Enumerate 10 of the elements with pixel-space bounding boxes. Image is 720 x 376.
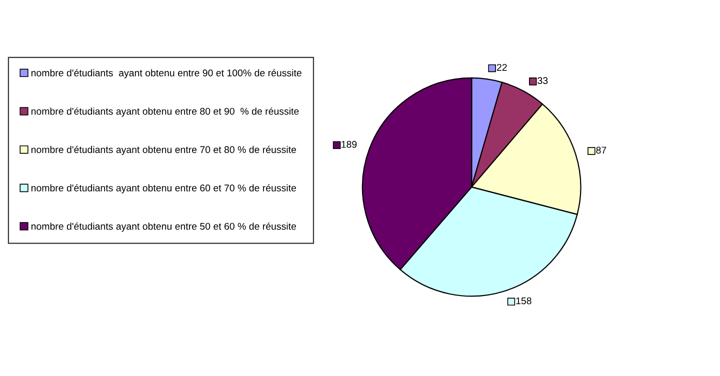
legend-label: nombre d'étudiants ayant obtenu entre 50 et 60 % de réussite xyxy=(31,222,296,232)
data-label: 87 xyxy=(596,146,606,154)
legend-label: nombre d'étudiants ayant obtenu entre 70 et 80 % de réussite xyxy=(31,146,296,155)
legend-label: nombre d'étudiants ayant obtenu entre 80 et 90 % de réussite xyxy=(31,107,299,117)
legend-label: nombre d'étudiants ayant obtenu entre 60 et 70 % de réussite xyxy=(31,184,296,194)
legend-label: nombre d'étudiants ayant obtenu entre 90 et 100% de réussite xyxy=(31,69,302,78)
data-label: 158 xyxy=(516,297,532,304)
data-label: 22 xyxy=(496,64,507,71)
data-label: 189 xyxy=(342,140,357,148)
data-label: 33 xyxy=(538,77,548,84)
